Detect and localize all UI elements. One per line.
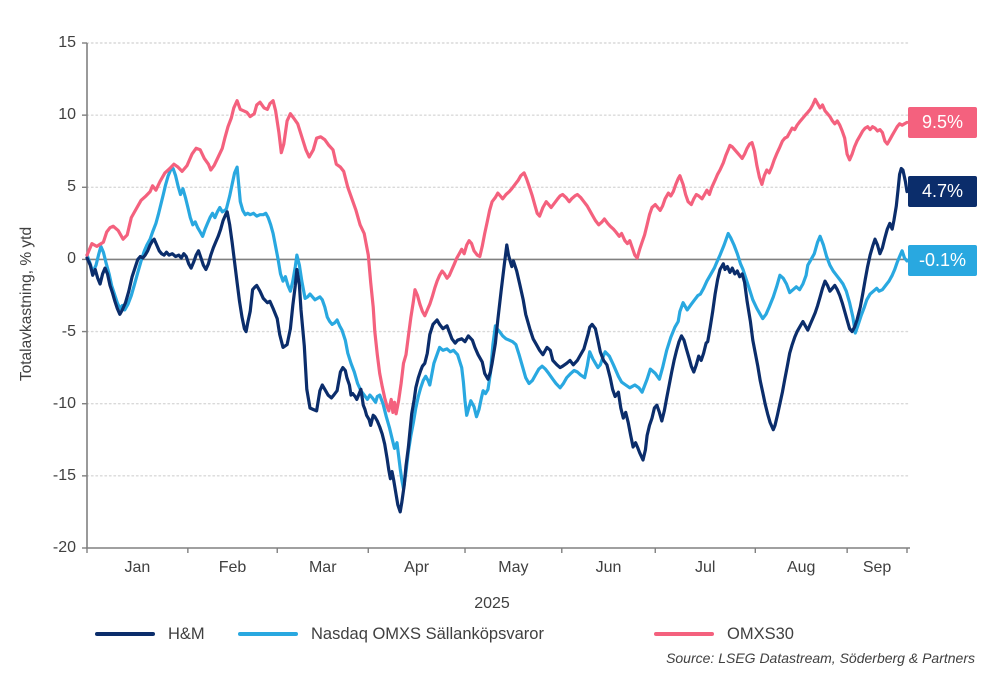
end-label-4.7pct: 4.7% bbox=[908, 176, 977, 208]
legend-item-h-m: H&M bbox=[95, 623, 205, 645]
x-tick-label-mar: Mar bbox=[308, 559, 337, 576]
legend-swatch-icon bbox=[95, 632, 155, 636]
y-tick-label: -10 bbox=[52, 394, 76, 412]
x-axis-year-label: 2025 bbox=[474, 595, 510, 612]
legend-item-nasdaq-omxs-s-llank-psvaror: Nasdaq OMXS Sällanköpsvaror bbox=[238, 623, 544, 645]
series-line-nasdaq-omxs-s-llank-psvaror bbox=[85, 165, 909, 491]
y-tick-label: 15 bbox=[58, 34, 76, 51]
source-note: Source: LSEG Datastream, Söderberg & Par… bbox=[666, 650, 975, 666]
x-tick-label-apr: Apr bbox=[404, 559, 430, 576]
y-tick-label: 5 bbox=[67, 178, 76, 196]
legend-label: H&M bbox=[168, 624, 205, 643]
legend-label: OMXS30 bbox=[727, 624, 794, 643]
y-tick-label: 0 bbox=[67, 250, 76, 268]
x-tick-label-feb: Feb bbox=[218, 559, 247, 576]
x-tick-label-may: May bbox=[498, 559, 529, 576]
x-tick-label-jan: Jan bbox=[124, 559, 151, 576]
end-label-9.5pct: 9.5% bbox=[908, 106, 977, 138]
end-label--0.1pct: -0.1% bbox=[908, 245, 977, 277]
y-tick-label: 10 bbox=[58, 106, 76, 124]
x-tick-label-jul: Jul bbox=[695, 559, 716, 576]
y-tick-label: -5 bbox=[61, 322, 76, 340]
y-tick-label: -15 bbox=[52, 466, 76, 484]
series-line-omxs30 bbox=[85, 97, 909, 416]
legend-swatch-icon bbox=[238, 632, 298, 636]
x-tick-label-jun: Jun bbox=[595, 559, 622, 576]
y-tick-label: -20 bbox=[52, 539, 76, 556]
legend-label: Nasdaq OMXS Sällanköpsvaror bbox=[311, 624, 544, 643]
series-line-h-m bbox=[85, 166, 909, 514]
x-tick-label-aug: Aug bbox=[786, 559, 816, 576]
x-tick-label-sep: Sep bbox=[862, 559, 892, 576]
legend-item-omxs30: OMXS30 bbox=[654, 623, 794, 645]
legend-swatch-icon bbox=[654, 632, 714, 636]
